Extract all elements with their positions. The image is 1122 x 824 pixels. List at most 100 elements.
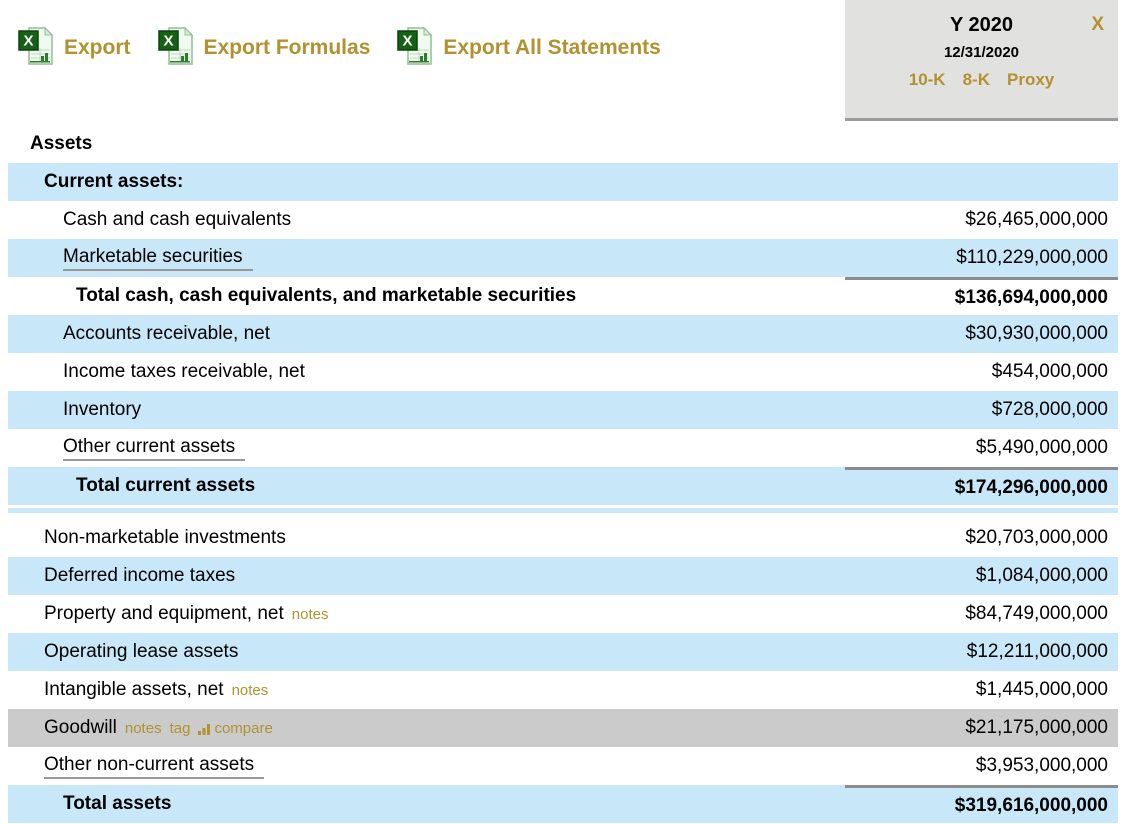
row-value [845,163,1118,201]
row-label-cell: Total assets [8,793,845,815]
row-label-cell: Income taxes receivable, net [8,361,845,383]
row-label-cell: Property and equipment, net notes [8,603,845,625]
row-label-link[interactable]: Other non-current assets [44,754,265,779]
table-row: Property and equipment, net notes $84,749,… [8,595,1118,633]
period-label: Y 2020 [949,14,1014,36]
svg-text:X: X [163,32,173,49]
table-row: Cash and cash equivalents $26,465,000,000 [8,201,1118,239]
row-label: Deferred income taxes [44,565,236,586]
filing-link-proxy[interactable]: Proxy [1007,70,1055,89]
tag-link[interactable]: tag [169,720,191,737]
row-label-cell: Cash and cash equivalents [8,209,845,231]
table-row: Goodwill notes tag compare $21,175,000,000 [8,709,1118,747]
row-label-cell: Other current assets [8,436,845,461]
excel-icon: X [157,26,195,71]
row-value: $1,445,000,000 [975,679,1108,700]
bar-chart-icon [198,723,211,735]
row-value: $26,465,000,000 [965,209,1108,230]
row-label: Current assets: [44,171,184,192]
notes-link[interactable]: notes [124,720,162,737]
export-formulas-button[interactable]: X Export Formulas [157,26,371,71]
row-value: $454,000,000 [991,361,1108,382]
table-row: Marketable securities $110,229,000,000 [8,239,1118,277]
row-value: $5,490,000,000 [975,437,1108,458]
row-value: $319,616,000,000 [845,785,1118,823]
table-row: Operating lease assets $12,211,000,000 [8,633,1118,671]
row-value: $30,930,000,000 [965,323,1108,344]
row-value: $21,175,000,000 [965,717,1108,738]
row-label-cell: Goodwill notes tag compare [8,717,845,739]
export-button-label: Export [64,36,131,59]
row-label-cell: Current assets: [8,171,845,193]
row-label: Inventory [63,399,142,420]
compare-link[interactable]: compare [198,720,273,737]
table-row: Current assets: [8,163,1118,201]
row-label: Total cash, cash equivalents, and market… [76,285,577,306]
row-label-cell: Deferred income taxes [8,565,845,587]
filing-links: 10-K 8-K Proxy [845,70,1118,90]
row-label-cell: Total cash, cash equivalents, and market… [8,285,845,307]
period-date: 12/31/2020 [943,44,1020,61]
export-toolbar: X Export X Export Formulas X Export All … [18,24,661,72]
filing-link-10k[interactable]: 10-K [908,70,946,89]
table-row: Intangible assets, net notes $1,445,000,00… [8,671,1118,709]
row-value: $174,296,000,000 [845,467,1118,505]
table-row: Income taxes receivable, net $454,000,000 [8,353,1118,391]
row-value: $728,000,000 [991,399,1108,420]
row-label: Intangible assets, net [44,679,224,700]
row-label-link[interactable]: Other current assets [63,436,246,461]
row-label-cell: Inventory [8,399,845,421]
table-row: Accounts receivable, net $30,930,000,000 [8,315,1118,353]
row-label-cell: Assets [8,133,845,155]
excel-icon: X [397,26,434,71]
row-label: Accounts receivable, net [63,323,271,344]
row-value: $136,694,000,000 [845,277,1118,315]
row-value: $110,229,000,000 [956,247,1108,268]
row-value: $84,749,000,000 [965,603,1108,624]
table-row: Total current assets $174,296,000,000 [8,467,1118,505]
table-row: Inventory $728,000,000 [8,391,1118,429]
notes-link[interactable]: notes [231,682,269,699]
row-label-cell: Total current assets [8,475,845,497]
excel-icon: X [18,26,55,71]
row-value: $20,703,000,000 [965,527,1108,548]
row-label: Non-marketable investments [44,527,286,548]
section-spacer-strip [8,508,1118,513]
period-column-header: Y 2020 X 12/31/2020 10-K 8-K Proxy [845,0,1118,121]
row-label: Cash and cash equivalents [63,209,292,230]
row-label: Operating lease assets [44,641,239,662]
notes-link[interactable]: notes [291,606,329,623]
row-label: Income taxes receivable, net [63,361,305,382]
table-row: Total assets $319,616,000,000 [8,785,1118,823]
row-label: Total current assets [76,475,256,496]
row-value: $3,953,000,000 [975,755,1108,776]
row-value [845,125,1118,163]
close-column-button[interactable]: X [1091,14,1104,35]
row-label: Assets [30,133,93,154]
row-label-link[interactable]: Marketable securities [63,246,253,271]
table-row: Total cash, cash equivalents, and market… [8,277,1118,315]
filing-link-8k[interactable]: 8-K [962,70,990,89]
table-row: Other current assets $5,490,000,000 [8,429,1118,467]
table-row: Non-marketable investments $20,703,000,00… [8,519,1118,557]
export-all-statements-label: Export All Statements [443,36,661,59]
export-all-statements-button[interactable]: X Export All Statements [397,26,661,71]
section-spacer [8,508,1118,519]
statement-table: Assets Current assets: Cash and cash equiv… [8,125,1118,823]
svg-text:X: X [403,32,413,49]
row-label-cell: Accounts receivable, net [8,323,845,345]
row-label-cell: Marketable securities [8,246,845,271]
row-label: Goodwill [44,717,117,738]
row-label-cell: Other non-current assets [8,754,845,779]
row-label: Property and equipment, net [44,603,284,624]
svg-text:X: X [23,32,33,49]
row-label: Total assets [63,793,172,814]
row-value: $1,084,000,000 [975,565,1108,586]
row-label-cell: Non-marketable investments [8,527,845,549]
row-value: $12,211,000,000 [966,641,1108,662]
row-label-cell: Intangible assets, net notes [8,679,845,701]
export-formulas-label: Export Formulas [203,36,371,59]
table-row: Deferred income taxes $1,084,000,000 [8,557,1118,595]
export-button[interactable]: X Export [18,26,131,71]
